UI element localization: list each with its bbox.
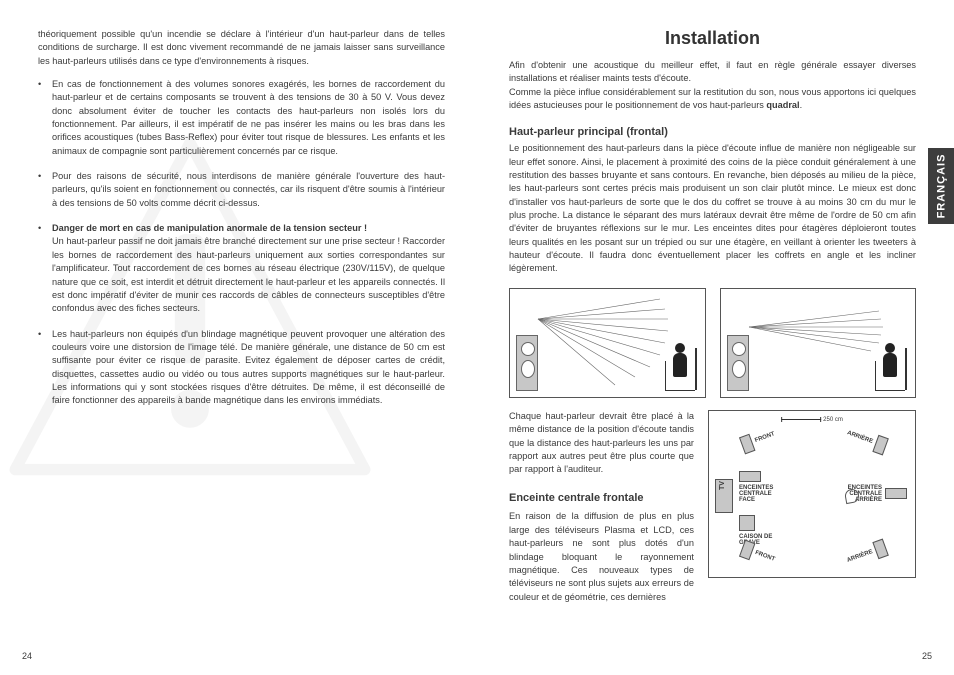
intro-1: Afin d'obtenir une acoustique du meilleu… — [509, 59, 916, 86]
speaker-icon — [739, 471, 761, 482]
illustration-narrow-dispersion — [720, 288, 917, 398]
room-layout-diagram: 250 cm FRONT ARRIÈRE TV ENCEINTES CENTRA… — [708, 410, 916, 578]
bullet-item-danger: Danger de mort en cas de manipulation an… — [38, 222, 445, 315]
layout-center-front: ENCEINTES CENTRALE FACE — [739, 471, 783, 503]
language-tab: FRANÇAIS — [928, 148, 954, 224]
intro-2: Comme la pièce influe considérablement s… — [509, 86, 916, 113]
speaker-icon — [516, 335, 538, 391]
page-title: Installation — [509, 28, 916, 49]
distance-text: Chaque haut-parleur devrait être placé à… — [509, 410, 694, 477]
illustration-row — [509, 288, 916, 398]
bottom-row: Chaque haut-parleur devrait être placé à… — [509, 410, 916, 604]
listener-icon — [657, 341, 695, 391]
front-speaker-text: Le positionnement des haut-parleurs dans… — [509, 142, 916, 275]
left-bullet-list: En cas de fonctionnement à des volumes s… — [38, 78, 445, 408]
speaker-icon — [739, 434, 755, 455]
speaker-icon — [727, 335, 749, 391]
speaker-icon — [872, 435, 888, 456]
listener-icon — [867, 341, 905, 391]
layout-rear-right-bottom: ARRIÈRE — [844, 538, 889, 569]
bullet-item: En cas de fonctionnement à des volumes s… — [38, 78, 445, 158]
speaker-icon — [739, 515, 755, 531]
left-intro: théoriquement possible qu'un incendie se… — [38, 28, 445, 68]
illustration-wide-dispersion — [509, 288, 706, 398]
speaker-icon — [872, 538, 888, 559]
bullet-item: Pour des raisons de sécurité, nous inter… — [38, 170, 445, 210]
page-number-right: 25 — [922, 651, 932, 661]
section-front-speaker: Haut-parleur principal (frontal) — [509, 126, 916, 138]
page-number-left: 24 — [22, 651, 32, 661]
speaker-icon — [885, 488, 907, 499]
danger-body: Un haut-parleur passif ne doit jamais êt… — [52, 236, 445, 313]
layout-rear-right-top: ARRIÈRE — [844, 424, 889, 455]
right-page: Installation Afin d'obtenir une acoustiq… — [477, 0, 954, 675]
bullet-item: Les haut-parleurs non équipés d'un blind… — [38, 328, 445, 408]
scale-indicator: 250 cm — [781, 417, 843, 423]
layout-front-left: FRONT — [739, 425, 778, 454]
center-speaker-text: En raison de la diffusion de plus en plu… — [509, 510, 694, 603]
tv-label: TV — [719, 481, 726, 490]
left-page: théoriquement possible qu'un incendie se… — [0, 0, 477, 675]
bottom-text-column: Chaque haut-parleur devrait être placé à… — [509, 410, 694, 604]
section-center-speaker: Enceinte centrale frontale — [509, 491, 694, 507]
danger-heading: Danger de mort en cas de manipulation an… — [52, 223, 367, 233]
